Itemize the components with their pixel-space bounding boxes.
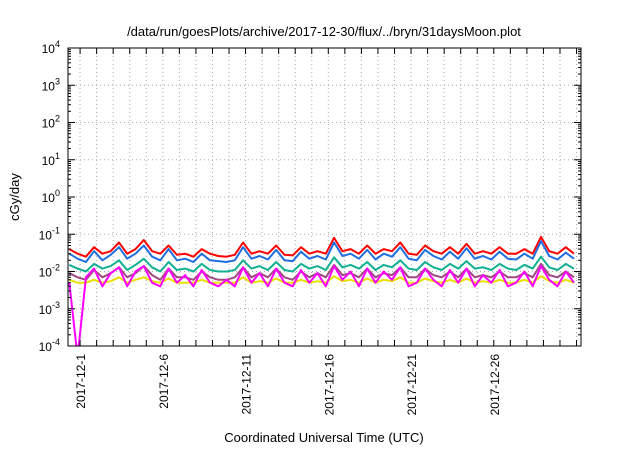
series-line-teal <box>68 255 575 273</box>
series-lines <box>68 235 575 346</box>
y-tick-label: 102 <box>42 114 60 131</box>
x-tick-label: 2017-12-11 <box>240 354 254 415</box>
x-tick-label: 2017-12-1 <box>74 354 88 409</box>
y-tick-label: 101 <box>42 151 60 168</box>
x-tick-label: 2017-12-21 <box>405 354 419 416</box>
y-tick-label: 10-1 <box>39 225 60 242</box>
series-line-magenta <box>68 265 575 346</box>
y-tick-label: 103 <box>42 76 60 93</box>
y-tick-label: 10-4 <box>39 337 60 354</box>
series-line-purple <box>68 262 575 281</box>
y-tick-label: 10-3 <box>39 300 60 317</box>
chart-title: /data/run/goesPlots/archive/2017-12-30/f… <box>127 24 521 39</box>
x-tick-label: 2017-12-16 <box>322 354 336 416</box>
grid <box>68 48 581 346</box>
y-tick-label: 104 <box>42 39 60 56</box>
x-tick-label: 2017-12-6 <box>157 354 171 409</box>
x-tick-label: 2017-12-26 <box>488 354 502 416</box>
x-axis-label: Coordinated Universal Time (UTC) <box>224 430 423 445</box>
axis-ticks: 104 103 102 101 100 10-1 10-2 10-3 10-4 2017-12-1… <box>39 39 581 415</box>
y-tick-label: 100 <box>42 188 60 205</box>
y-axis-label: cGy/day <box>7 173 22 221</box>
series-line-red <box>68 235 575 258</box>
y-tick-label: 10-2 <box>39 263 60 280</box>
series-line-blue <box>68 240 575 263</box>
